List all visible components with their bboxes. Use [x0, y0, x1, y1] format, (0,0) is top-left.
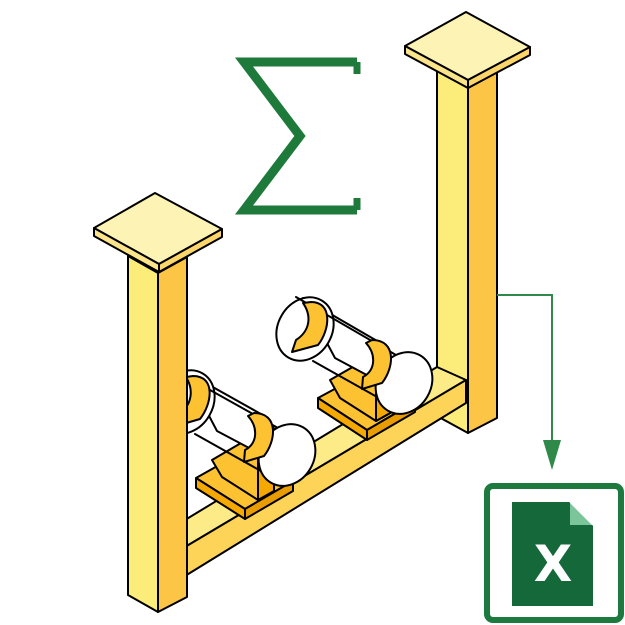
excel-document-fold-edge — [569, 501, 594, 526]
rear-pipe-assembly — [275, 296, 434, 441]
export-arrow-line — [497, 294, 553, 448]
left-pillar — [93, 192, 223, 613]
right-pillar — [404, 11, 531, 434]
right-pillar-side-face — [467, 71, 498, 434]
rear-clamp-left — [291, 301, 329, 353]
excel-document-sheet — [512, 502, 593, 606]
right-pillar-cap-top — [404, 11, 531, 81]
front-saddle-base-side — [244, 480, 294, 520]
export-arrow — [497, 294, 561, 470]
rear-clamp-right — [361, 339, 392, 390]
left-pillar-side-face — [157, 256, 188, 613]
front-clamp-right — [243, 412, 274, 463]
left-pillar-front-face — [127, 255, 159, 613]
left-pillar-cap-top — [93, 192, 223, 265]
right-pillar-cap-side — [467, 46, 531, 89]
excel-x-letter: X — [534, 535, 573, 593]
excel-file-icon: X — [484, 483, 624, 623]
rear-pipe-far-end — [275, 296, 335, 362]
left-pillar-cap-side — [158, 228, 223, 273]
sigma-sum-icon — [234, 57, 357, 215]
export-arrow-head — [543, 440, 561, 470]
